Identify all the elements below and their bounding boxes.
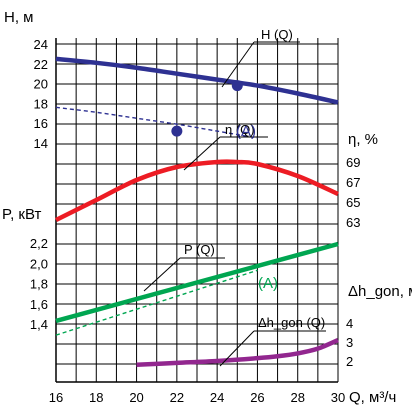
head-y-tick-label: 14 <box>34 136 48 151</box>
head-operating-point-1 <box>171 125 183 137</box>
x-tick-label: 16 <box>49 390 63 405</box>
chart-grid <box>55 38 339 383</box>
power-y-tick-label: 2,2 <box>30 236 48 251</box>
npsh-y-tick-label: 4 <box>346 316 353 331</box>
p-curve-label: P (Q) <box>143 242 225 292</box>
h-curve-label: H (Q) <box>221 27 300 88</box>
eta-axis-label-text: η, % <box>348 131 378 148</box>
chart-tick-labels: 16 18 20 22 24 26 28 30242220181614696765632,22… <box>30 37 361 405</box>
npsh-axis-label-text: Δh_gon, м <box>348 283 412 300</box>
q-axis-label: Q, м³/ч <box>349 389 396 406</box>
x-tick-label: 18 <box>89 390 103 405</box>
head-y-tick-label: 16 <box>34 116 48 131</box>
efficiency-y-tick-label: 69 <box>346 155 360 170</box>
eta-curve-label: η (Q) (A) <box>183 122 268 171</box>
power-y-tick-label: 1,8 <box>30 277 48 292</box>
npsh-curve-label: Δh_gon (Q) <box>219 315 326 367</box>
power-series-1-dashed <box>55 269 258 336</box>
h-curve-label-text: H (Q) <box>261 27 293 42</box>
chart-curves <box>54 56 339 368</box>
power-y-tick-label: 1,4 <box>30 317 48 332</box>
a-green-label: (A) <box>258 275 278 292</box>
a-blue-label: (A) <box>236 123 256 140</box>
p-curve-label-text: P (Q) <box>184 242 215 257</box>
head-y-tick-label: 22 <box>34 57 48 72</box>
x-tick-label: 30 <box>331 390 345 405</box>
eta-curve-label-text: η (Q) <box>225 122 255 137</box>
x-tick-label: 26 <box>250 390 264 405</box>
power-series-0 <box>55 241 339 324</box>
h-axis-label: H, м <box>4 9 33 26</box>
npsh-y-tick-label: 2 <box>346 354 353 369</box>
head-y-tick-label: 18 <box>34 96 48 111</box>
npsh-axis-label: Δh_gon, м <box>348 283 412 300</box>
x-tick-label: 28 <box>290 390 304 405</box>
npsh-series-0 <box>136 338 339 368</box>
efficiency-y-tick-label: 65 <box>346 195 360 210</box>
head-series-1-dashed <box>55 106 258 139</box>
power-y-tick-label: 1,6 <box>30 297 48 312</box>
head-operating-point-0 <box>231 80 243 92</box>
x-tick-label: 24 <box>210 390 224 405</box>
eta-axis-label: η, % <box>348 131 378 148</box>
head-y-tick-label: 20 <box>34 77 48 92</box>
power-y-tick-label: 2,0 <box>30 256 48 271</box>
efficiency-series-0 <box>54 159 339 223</box>
x-tick-label: 22 <box>170 390 184 405</box>
npsh-y-tick-label: 3 <box>346 335 353 350</box>
efficiency-y-tick-label: 63 <box>346 215 360 230</box>
npsh-curve-label-text: Δh_gon (Q) <box>258 315 325 330</box>
p-axis-label: P, кВт <box>2 206 41 223</box>
head-series-0 <box>55 56 339 105</box>
head-y-tick-label: 24 <box>34 37 48 52</box>
efficiency-y-tick-label: 67 <box>346 175 360 190</box>
x-tick-label: 20 <box>129 390 143 405</box>
